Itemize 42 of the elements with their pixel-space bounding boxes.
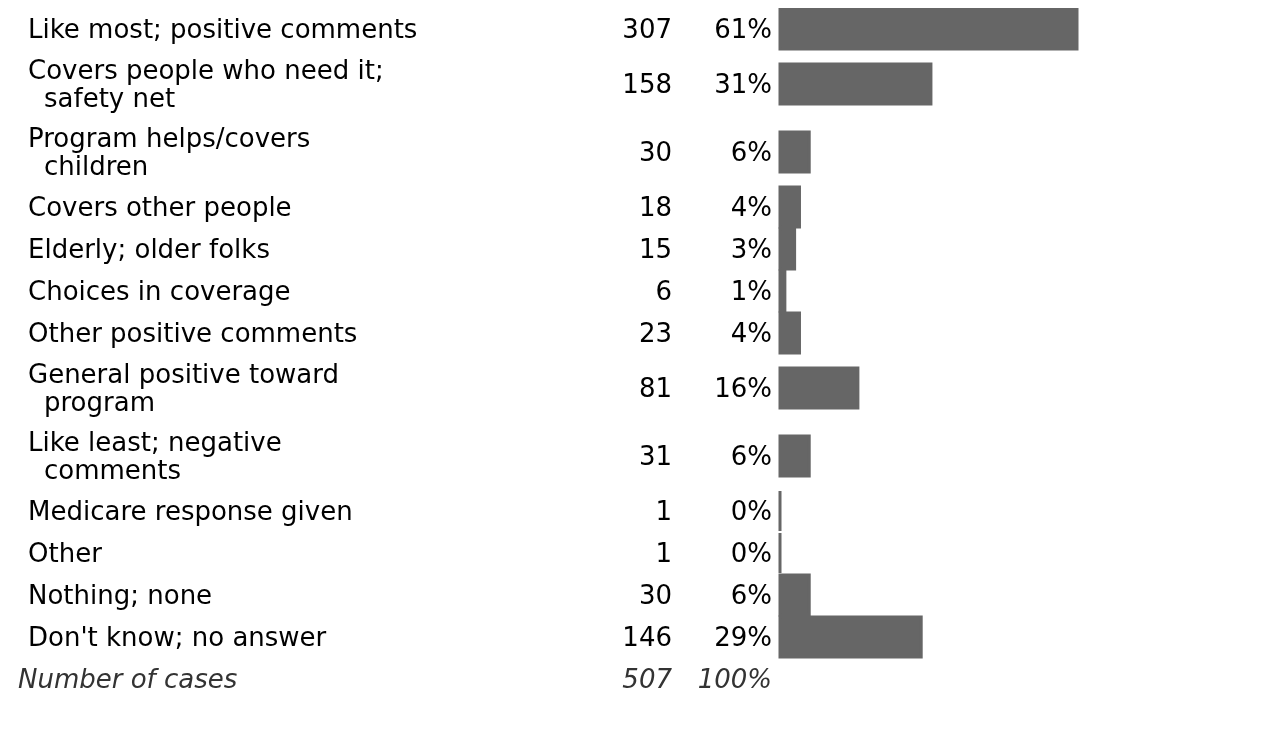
y-tick-label: Covers people who need it; safety net	[28, 55, 384, 113]
data-label: 29%	[714, 622, 772, 652]
data-label: 6%	[730, 137, 772, 167]
data-label: 16%	[714, 373, 772, 403]
text: 81	[638, 373, 672, 403]
data-label: 0%	[730, 538, 772, 568]
data-label: 0%	[730, 496, 772, 526]
text: Number of cases	[18, 664, 238, 694]
y-tick-label: Choices in coverage	[28, 276, 291, 306]
data-label: 1%	[730, 276, 772, 306]
y-tick-label: Don't know; no answer	[28, 622, 327, 652]
data-label: 4%	[730, 192, 772, 222]
data-label: 31%	[714, 69, 772, 99]
text: 158	[622, 69, 672, 99]
y-tick-label: Other	[28, 538, 103, 568]
text: 31	[638, 441, 672, 471]
data-label: 61%	[714, 14, 772, 44]
text: 15	[638, 234, 672, 264]
y-tick-label: Nothing; none	[28, 580, 213, 610]
text: 100%	[697, 664, 772, 694]
text: 6	[655, 276, 672, 306]
text: 23	[638, 318, 672, 348]
y-tick-label: Medicare response given	[28, 496, 353, 526]
data-label: 4%	[730, 318, 772, 348]
y-tick-label: Other positive comments	[28, 318, 358, 348]
text: 30	[638, 137, 672, 167]
text: 307	[622, 14, 672, 44]
text: 1	[655, 496, 672, 526]
y-tick-label: General positive toward program	[28, 359, 340, 417]
y-tick-label: Like least; negative comments	[28, 427, 282, 485]
data-label: 6%	[730, 580, 772, 610]
data-label: 3%	[730, 234, 772, 264]
text: 146	[622, 622, 672, 652]
data-label: 6%	[730, 441, 772, 471]
text: 507	[622, 664, 673, 694]
y-tick-label: Elderly; older folks	[28, 234, 270, 264]
y-tick-label: Like most; positive comments	[28, 14, 418, 44]
y-tick-label: Program helps/covers children	[28, 123, 311, 181]
text: 18	[638, 192, 672, 222]
y-tick-label: Covers other people	[28, 192, 292, 222]
text: 30	[638, 580, 672, 610]
text: 1	[655, 538, 672, 568]
